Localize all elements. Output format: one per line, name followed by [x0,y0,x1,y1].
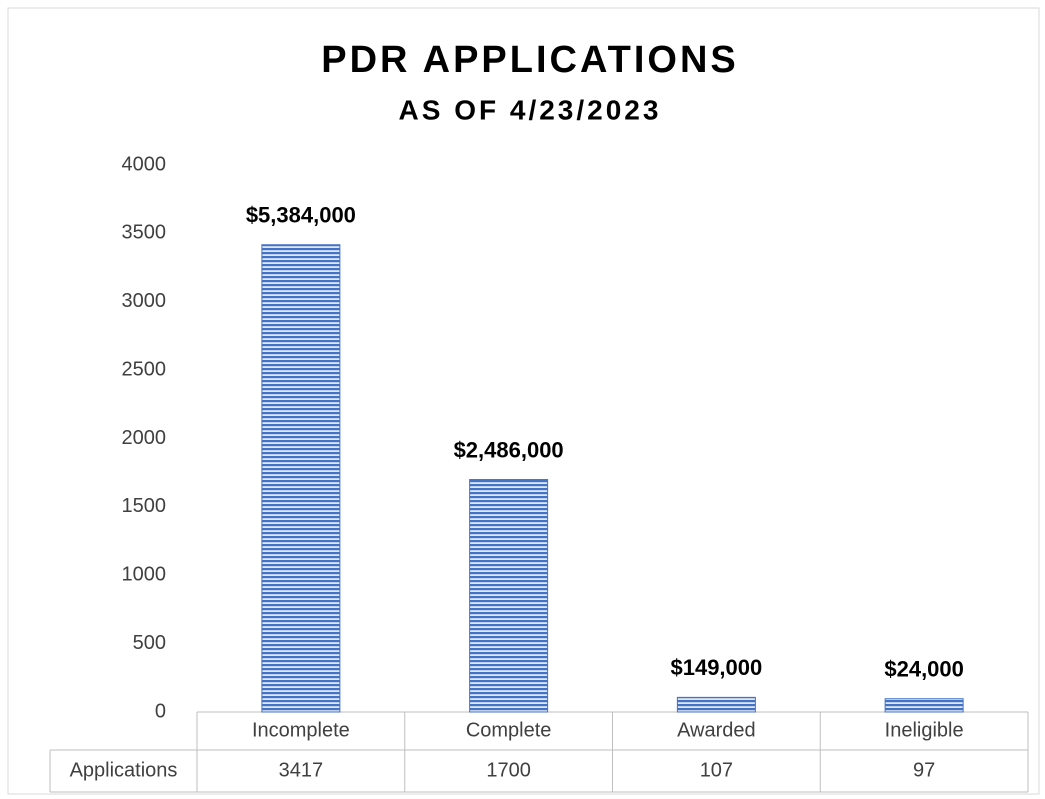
category-label: Incomplete [252,719,350,741]
table-value: 3417 [279,759,324,781]
chart-subtitle: AS OF 4/23/2023 [399,94,662,125]
bar [261,244,341,713]
y-tick-label: 3000 [122,290,167,312]
category-label: Complete [466,719,552,741]
data-label: $24,000 [884,657,964,682]
data-label: $149,000 [670,655,762,680]
y-tick-label: 2000 [122,427,167,449]
y-tick-label: 2500 [122,358,167,380]
bar [676,696,756,713]
y-tick-label: 500 [133,632,166,654]
y-tick-label: 1000 [122,564,167,586]
y-tick-label: 3500 [122,222,167,244]
table-value: 97 [913,759,935,781]
bar [884,698,964,713]
data-label: $2,486,000 [454,437,564,462]
data-label: $5,384,000 [246,203,356,228]
category-label: Awarded [677,719,756,741]
table-value: 107 [700,759,733,781]
table-value: 1700 [486,759,531,781]
chart-title: PDR APPLICATIONS [321,39,738,81]
category-label: Ineligible [885,719,964,741]
bar [469,479,549,713]
y-tick-label: 1500 [122,495,167,517]
y-tick-label: 0 [155,700,166,722]
legend-label: Applications [70,759,178,781]
y-tick-label: 4000 [122,153,167,175]
